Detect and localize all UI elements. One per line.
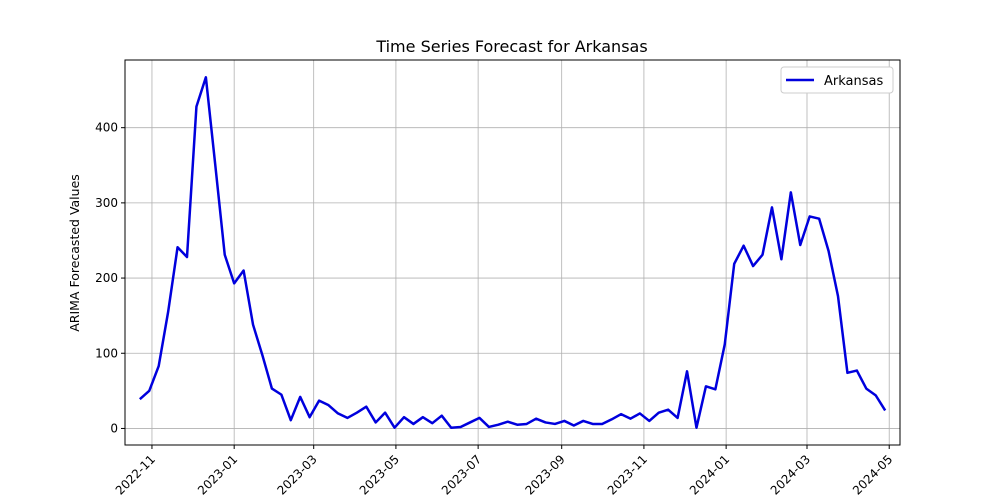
series-layer <box>139 76 887 429</box>
x-tick-label-9: 2024-05 <box>850 452 895 497</box>
y-tick-label-0: 0 <box>110 421 118 435</box>
legend: Arkansas <box>780 66 894 94</box>
x-tick-label-0: 2022-11 <box>113 452 158 497</box>
gridlines <box>125 60 900 445</box>
plot-frame <box>124 59 901 446</box>
x-axis: 2022-11 2023-01 2023-03 2023-05 2023-07 2023-… <box>113 445 895 498</box>
x-tick-label-7: 2024-01 <box>687 452 732 497</box>
legend-label-arkansas: Arkansas <box>824 74 883 89</box>
x-tick-label-5: 2023-09 <box>522 452 567 497</box>
x-tick-label-3: 2023-05 <box>357 452 402 497</box>
y-tick-label-3: 300 <box>95 196 118 210</box>
chart-title: Time Series Forecast for Arkansas <box>375 37 647 56</box>
y-axis-label: ARIMA Forecasted Values <box>67 174 82 332</box>
y-tick-label-2: 200 <box>95 271 118 285</box>
legend-box <box>780 66 894 94</box>
x-tick-label-1: 2023-01 <box>195 452 240 497</box>
x-tick-label-4: 2023-07 <box>439 452 484 497</box>
y-tick-label-1: 100 <box>95 346 118 360</box>
x-tick-label-6: 2023-11 <box>605 452 650 497</box>
y-tick-label-4: 400 <box>95 121 118 135</box>
series-line-arkansas <box>139 76 887 429</box>
y-axis: 0 100 200 300 400 <box>95 121 125 435</box>
x-tick-label-8: 2024-03 <box>768 452 813 497</box>
x-tick-label-2: 2023-03 <box>274 452 319 497</box>
